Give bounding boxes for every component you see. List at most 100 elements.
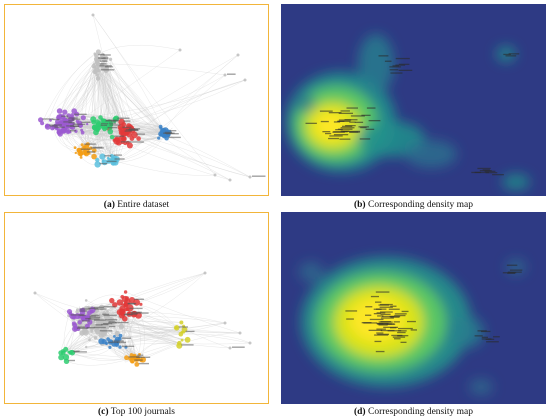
density-label bbox=[477, 167, 491, 170]
network-node bbox=[95, 126, 101, 132]
node-label bbox=[99, 63, 107, 65]
network-node bbox=[95, 73, 99, 77]
network-node bbox=[178, 331, 184, 337]
node-label bbox=[86, 151, 96, 153]
density-blob bbox=[448, 316, 484, 348]
network-edge bbox=[34, 292, 102, 342]
density-label bbox=[375, 350, 385, 353]
density-label bbox=[400, 341, 407, 343]
network-visualization-c bbox=[33, 271, 252, 367]
density-label bbox=[389, 66, 401, 68]
node-label bbox=[69, 125, 79, 127]
node-label bbox=[123, 120, 131, 122]
node-label bbox=[74, 351, 87, 353]
network-node bbox=[95, 49, 101, 55]
network-node bbox=[107, 128, 114, 135]
network-edge bbox=[81, 71, 96, 145]
node-label bbox=[99, 65, 112, 67]
node-label bbox=[124, 130, 132, 132]
density-label bbox=[390, 305, 397, 307]
density-label bbox=[369, 318, 384, 321]
network-edge bbox=[99, 124, 251, 178]
network-node bbox=[97, 56, 102, 62]
network-edge bbox=[86, 322, 226, 348]
network-node bbox=[91, 153, 97, 160]
node-label bbox=[80, 148, 91, 150]
network-edge bbox=[66, 357, 133, 366]
density-label bbox=[474, 171, 489, 174]
network-node bbox=[70, 113, 74, 117]
network-node bbox=[50, 125, 55, 131]
node-label bbox=[95, 324, 103, 326]
node-label bbox=[122, 345, 135, 347]
caption-c-letter: (c) bbox=[97, 407, 109, 417]
density-label bbox=[328, 137, 339, 140]
caption-d-text: Corresponding density map bbox=[367, 407, 473, 417]
node-label bbox=[252, 175, 266, 177]
node-label bbox=[103, 323, 113, 325]
network-node bbox=[63, 358, 70, 364]
node-labels bbox=[42, 53, 266, 177]
network-node bbox=[72, 326, 78, 332]
node-label bbox=[82, 320, 90, 322]
density-label bbox=[338, 112, 353, 114]
node-label bbox=[99, 330, 113, 332]
network-node bbox=[99, 314, 103, 318]
node-label bbox=[128, 356, 142, 358]
network-edge bbox=[125, 291, 241, 334]
density-map-entire-dataset bbox=[281, 4, 546, 196]
density-blob bbox=[502, 174, 530, 190]
node-label bbox=[89, 316, 101, 318]
node-label bbox=[72, 123, 86, 125]
node-label bbox=[76, 327, 88, 329]
network-node bbox=[91, 64, 96, 69]
density-label bbox=[508, 53, 520, 55]
network-node bbox=[56, 131, 59, 134]
network-node bbox=[99, 153, 106, 160]
density-label bbox=[332, 131, 345, 133]
node-label bbox=[131, 312, 138, 315]
node-label bbox=[79, 314, 86, 317]
network-node bbox=[95, 64, 100, 69]
network-node bbox=[60, 128, 66, 134]
network-node bbox=[123, 290, 128, 294]
node-label bbox=[121, 337, 132, 339]
network-node bbox=[83, 143, 90, 149]
network-node bbox=[157, 136, 161, 140]
network-edge bbox=[110, 159, 216, 176]
density-label bbox=[505, 55, 517, 57]
density-label bbox=[329, 135, 343, 137]
network-node bbox=[180, 338, 184, 342]
density-label bbox=[373, 308, 382, 310]
density-label bbox=[378, 324, 388, 326]
network-node bbox=[248, 175, 252, 179]
caption-d: (d) Corresponding density map bbox=[281, 406, 546, 418]
network-node bbox=[100, 330, 107, 337]
network-node bbox=[131, 360, 134, 364]
density-label bbox=[481, 336, 488, 338]
node-label bbox=[106, 160, 117, 163]
network-node bbox=[75, 119, 80, 124]
network-node bbox=[108, 57, 113, 61]
density-label bbox=[378, 55, 389, 57]
density-label bbox=[333, 134, 349, 136]
density-label bbox=[391, 334, 403, 337]
node-label bbox=[164, 131, 172, 134]
density-label bbox=[350, 130, 361, 133]
node-label bbox=[104, 155, 112, 157]
network-node bbox=[203, 271, 207, 275]
density-label bbox=[482, 169, 490, 171]
density-label bbox=[394, 313, 407, 315]
density-label bbox=[361, 322, 372, 324]
density-label bbox=[340, 127, 355, 129]
node-label bbox=[84, 143, 97, 145]
node-label bbox=[73, 350, 80, 352]
network-node bbox=[56, 129, 62, 135]
density-label bbox=[398, 327, 413, 330]
node-label bbox=[68, 359, 75, 362]
node-label bbox=[109, 122, 116, 124]
density-label bbox=[484, 170, 496, 172]
network-node bbox=[79, 156, 83, 159]
node-label bbox=[79, 308, 91, 310]
network-node bbox=[80, 130, 85, 135]
